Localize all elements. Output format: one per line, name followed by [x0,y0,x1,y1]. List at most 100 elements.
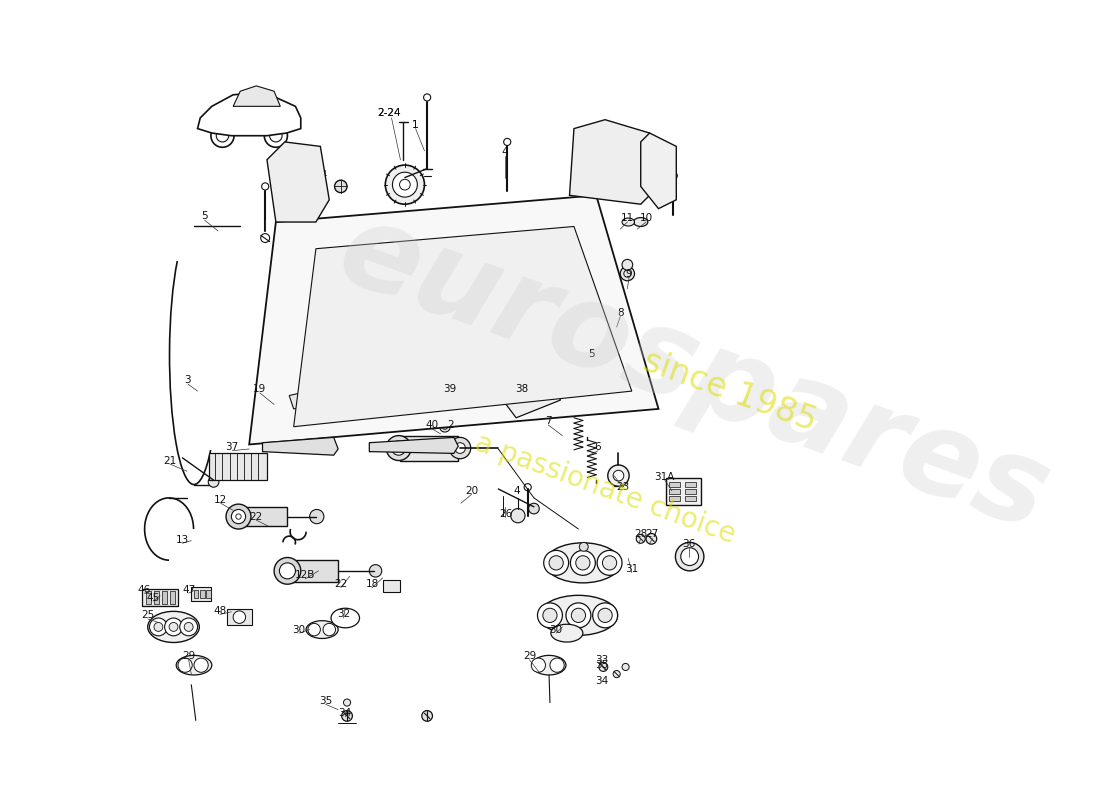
Circle shape [621,663,629,670]
Bar [669,496,680,502]
Ellipse shape [352,387,374,398]
Bar [685,489,696,494]
Text: eurospares: eurospares [323,192,1065,555]
Circle shape [261,234,270,242]
Ellipse shape [427,387,449,398]
Text: 2-24: 2-24 [377,109,400,118]
Text: 31A: 31A [654,471,675,482]
Text: 28: 28 [634,530,647,539]
Text: 22: 22 [250,511,263,522]
Polygon shape [209,454,267,480]
Text: 12: 12 [214,494,228,505]
Ellipse shape [634,218,648,226]
Circle shape [392,441,406,455]
Circle shape [571,550,595,575]
Bar [142,589,178,606]
Circle shape [194,658,208,672]
Circle shape [217,130,229,142]
Circle shape [681,548,698,566]
Text: 34: 34 [339,708,352,718]
Bar [383,580,400,592]
Circle shape [614,139,623,148]
Text: 14: 14 [315,170,328,180]
Bar [669,482,680,487]
Text: 6: 6 [595,442,602,452]
Circle shape [597,550,622,575]
Circle shape [669,171,678,180]
Text: 21: 21 [163,455,177,466]
Text: 22: 22 [334,579,348,590]
Bar [627,149,636,167]
Circle shape [621,259,632,270]
Ellipse shape [414,328,440,347]
Text: 35: 35 [595,660,608,670]
Bar [640,158,648,174]
Bar [200,590,205,598]
Circle shape [421,710,432,722]
Ellipse shape [389,387,411,398]
Text: 30: 30 [293,625,306,634]
Bar [666,478,701,505]
Text: 3: 3 [185,375,191,386]
Circle shape [169,622,178,631]
Circle shape [454,442,465,454]
Circle shape [538,603,562,628]
Circle shape [343,699,351,706]
Text: 30: 30 [550,625,563,634]
Text: 25: 25 [141,610,154,620]
Polygon shape [289,390,320,409]
Text: 35: 35 [319,696,332,706]
Ellipse shape [331,608,360,628]
Ellipse shape [396,406,414,415]
Ellipse shape [176,655,212,675]
Ellipse shape [551,624,583,642]
Circle shape [211,124,234,147]
Text: 8: 8 [617,308,624,318]
Circle shape [549,556,563,570]
Ellipse shape [463,366,488,380]
Ellipse shape [304,366,329,380]
Ellipse shape [343,366,368,380]
Circle shape [543,550,569,575]
Circle shape [424,94,431,101]
Circle shape [474,390,487,402]
Circle shape [308,623,320,636]
Circle shape [279,563,296,579]
Circle shape [636,534,646,543]
Text: 13: 13 [176,534,189,545]
Text: 29: 29 [522,651,536,662]
Circle shape [531,658,546,672]
Circle shape [310,510,323,524]
Text: 43: 43 [631,153,645,163]
Text: 31: 31 [625,564,638,574]
Text: 29: 29 [182,651,196,662]
Circle shape [226,504,251,529]
Text: since 1985: since 1985 [638,345,821,438]
Circle shape [233,611,245,623]
Circle shape [506,390,517,401]
Bar [227,609,252,625]
Text: 4: 4 [514,486,520,496]
Text: 41: 41 [664,174,678,184]
Circle shape [150,618,167,636]
Text: a passionate choice: a passionate choice [471,429,739,550]
Ellipse shape [361,406,378,415]
Polygon shape [370,438,459,454]
Text: 45: 45 [146,593,160,602]
Bar [685,496,696,502]
Circle shape [575,556,590,570]
Ellipse shape [544,543,620,583]
Circle shape [675,542,704,571]
Text: 4: 4 [502,146,508,157]
Circle shape [593,603,617,628]
Text: 2-24: 2-24 [377,109,400,118]
Circle shape [440,422,450,432]
Circle shape [262,183,268,190]
Bar [194,590,198,598]
Text: 34: 34 [595,676,608,686]
Circle shape [386,435,411,461]
Circle shape [603,556,617,570]
Circle shape [550,658,564,672]
Circle shape [370,565,382,577]
Bar [170,591,175,604]
